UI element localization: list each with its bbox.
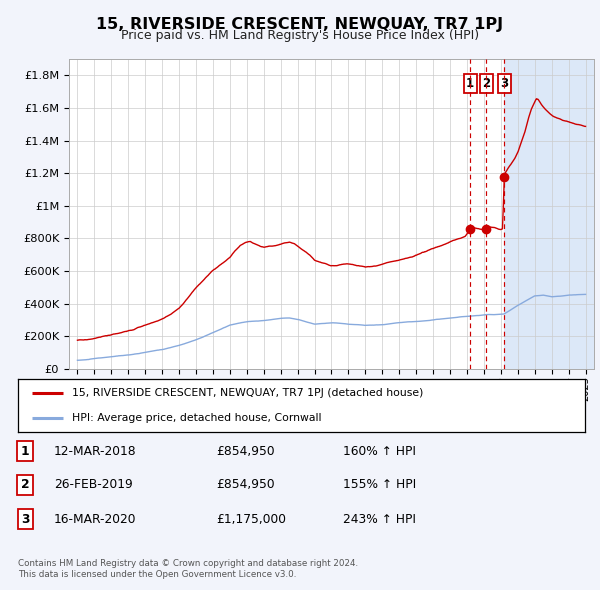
Text: £854,950: £854,950 bbox=[216, 478, 275, 491]
Text: 3: 3 bbox=[21, 513, 29, 526]
Text: 243% ↑ HPI: 243% ↑ HPI bbox=[343, 513, 416, 526]
Text: 1: 1 bbox=[466, 77, 474, 90]
Text: £1,175,000: £1,175,000 bbox=[216, 513, 286, 526]
Text: Contains HM Land Registry data © Crown copyright and database right 2024.: Contains HM Land Registry data © Crown c… bbox=[18, 559, 358, 568]
Text: 15, RIVERSIDE CRESCENT, NEWQUAY, TR7 1PJ: 15, RIVERSIDE CRESCENT, NEWQUAY, TR7 1PJ bbox=[97, 17, 503, 31]
Text: £854,950: £854,950 bbox=[216, 445, 275, 458]
Text: This data is licensed under the Open Government Licence v3.0.: This data is licensed under the Open Gov… bbox=[18, 571, 296, 579]
Text: 3: 3 bbox=[500, 77, 508, 90]
Text: 15, RIVERSIDE CRESCENT, NEWQUAY, TR7 1PJ (detached house): 15, RIVERSIDE CRESCENT, NEWQUAY, TR7 1PJ… bbox=[72, 388, 423, 398]
Bar bbox=[505, 59, 594, 369]
Text: 12-MAR-2018: 12-MAR-2018 bbox=[54, 445, 137, 458]
Text: 16-MAR-2020: 16-MAR-2020 bbox=[54, 513, 137, 526]
Text: 155% ↑ HPI: 155% ↑ HPI bbox=[343, 478, 416, 491]
Text: Price paid vs. HM Land Registry's House Price Index (HPI): Price paid vs. HM Land Registry's House … bbox=[121, 30, 479, 42]
Text: HPI: Average price, detached house, Cornwall: HPI: Average price, detached house, Corn… bbox=[72, 412, 322, 422]
Text: 160% ↑ HPI: 160% ↑ HPI bbox=[343, 445, 416, 458]
Text: 1: 1 bbox=[21, 445, 29, 458]
Text: 2: 2 bbox=[482, 77, 491, 90]
Text: 26-FEB-2019: 26-FEB-2019 bbox=[54, 478, 133, 491]
Text: 2: 2 bbox=[21, 478, 29, 491]
